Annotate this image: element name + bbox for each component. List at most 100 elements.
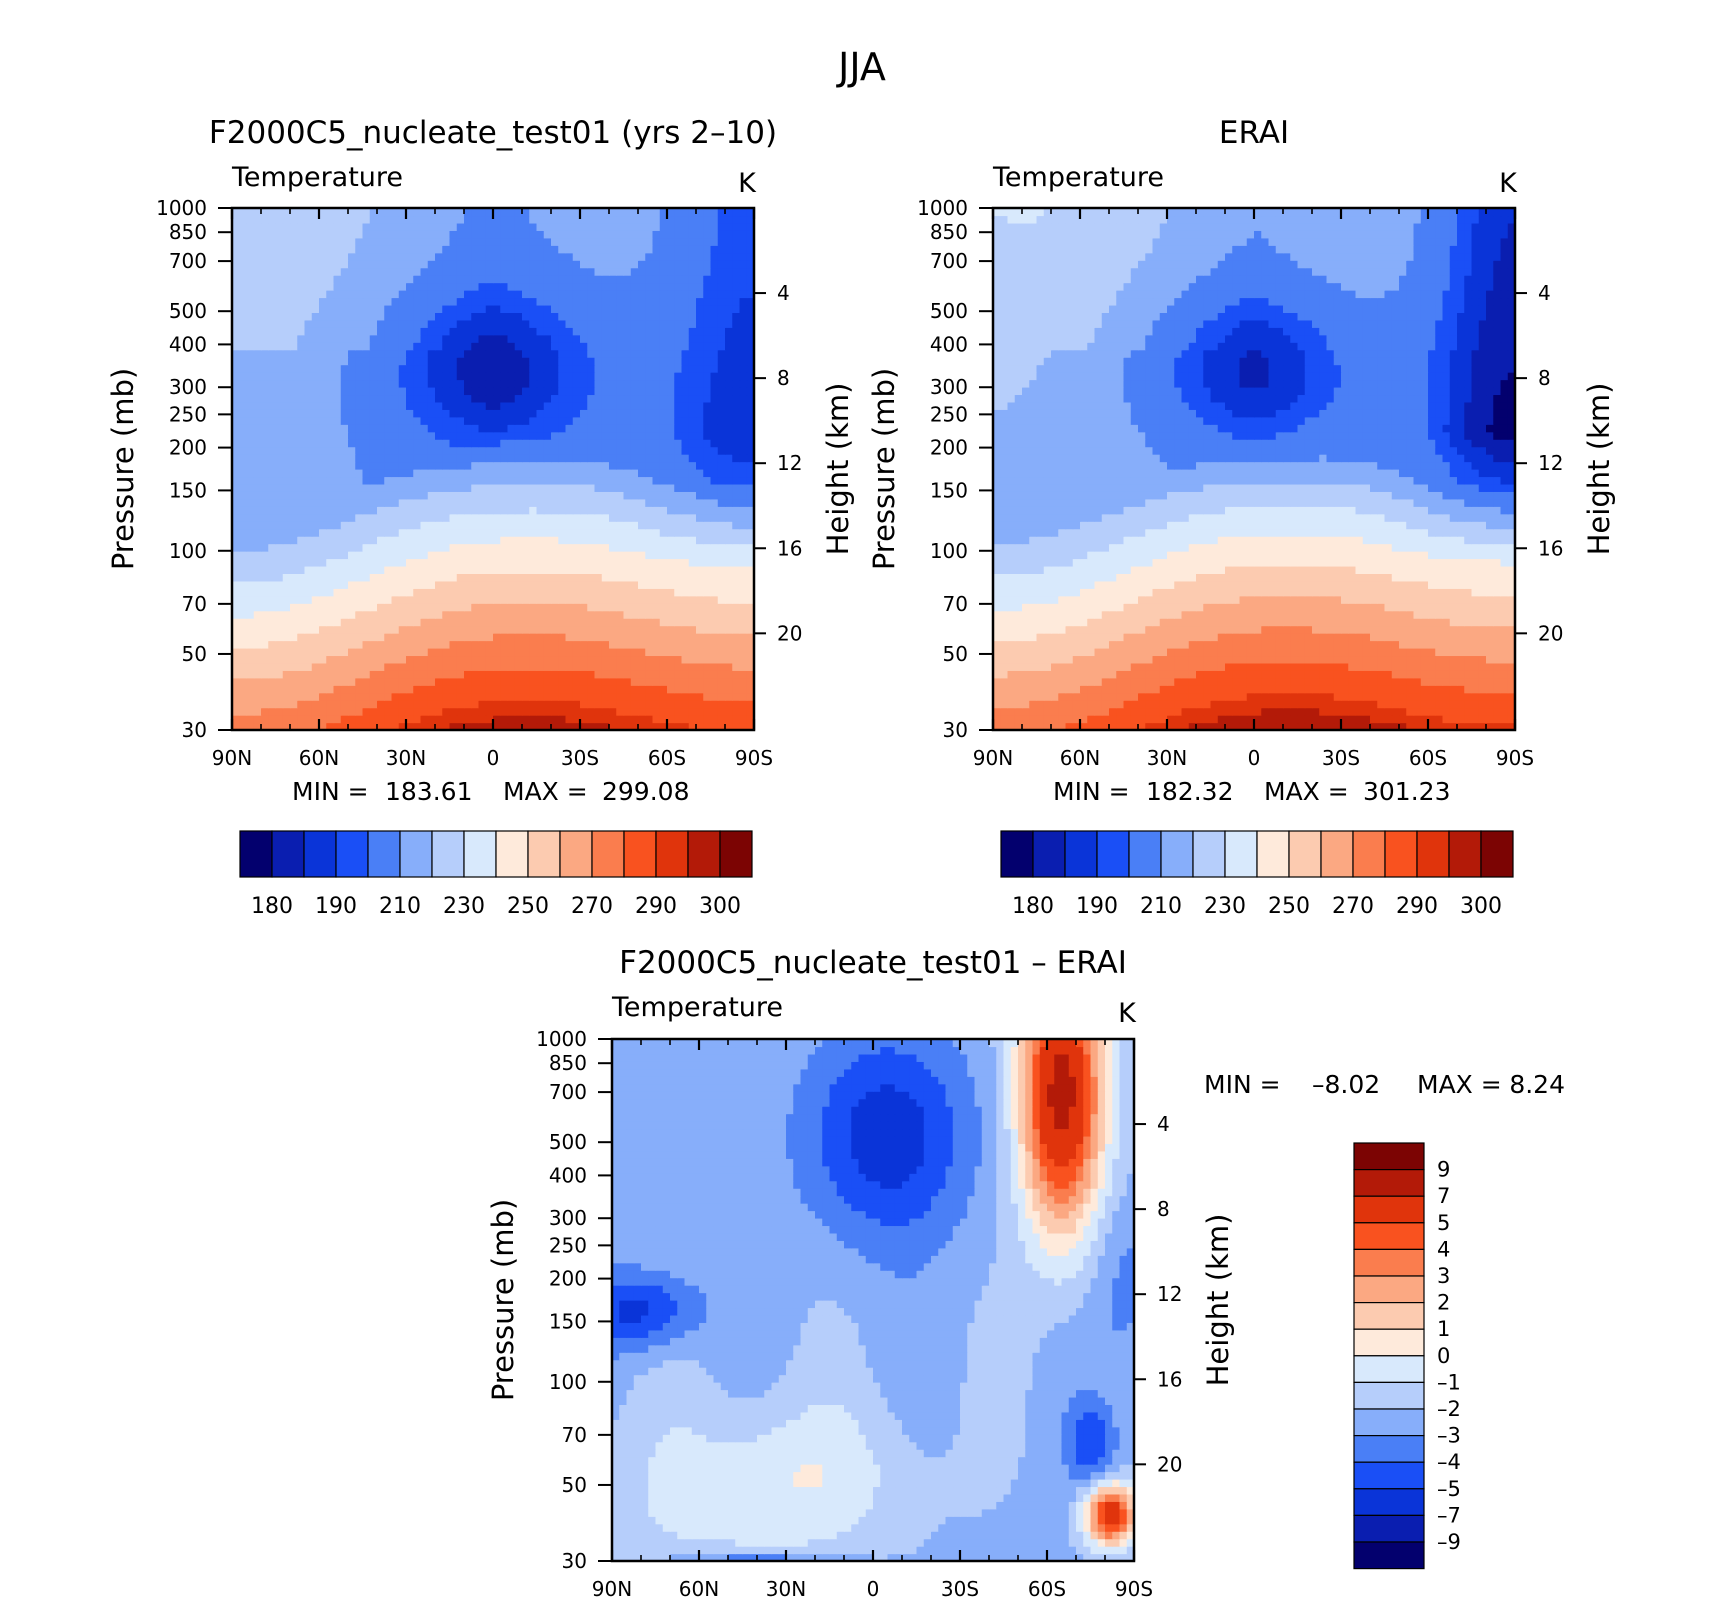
contour-cell — [275, 342, 284, 351]
contour-cell — [623, 230, 632, 239]
contour-cell — [239, 230, 248, 239]
contour-cell — [703, 551, 712, 560]
contour-cell — [580, 379, 588, 388]
contour-cell — [565, 215, 574, 224]
panel-title: F2000C5_nucleate_test01 (yrs 2–10) — [209, 115, 777, 151]
contour-cell — [717, 722, 726, 730]
contour-cell — [616, 513, 625, 522]
contour-cell — [732, 469, 741, 478]
contour-cell — [355, 260, 364, 269]
contour-cell — [514, 416, 523, 425]
contour-cell — [551, 603, 559, 612]
contour-cell — [449, 327, 458, 336]
contour-cell — [261, 208, 269, 217]
contour-cell — [326, 521, 335, 530]
contour-cell — [311, 640, 320, 649]
contour-cell — [659, 237, 668, 246]
contour-cell — [565, 685, 574, 694]
contour-cell — [514, 319, 523, 328]
contour-cell — [688, 267, 697, 276]
contour-cell — [500, 633, 509, 642]
contour-cell — [623, 379, 632, 388]
contour-cell — [282, 230, 291, 239]
contour-cell — [464, 513, 472, 522]
contour-cell — [290, 551, 298, 560]
contour-cell — [572, 625, 581, 634]
contour-cell — [616, 677, 625, 686]
contour-cell — [630, 379, 639, 388]
contour-cell — [239, 633, 248, 642]
contour-cell — [507, 267, 516, 276]
contour-cell — [572, 364, 581, 373]
contour-cell — [348, 498, 356, 507]
contour-cell — [326, 394, 335, 403]
contour-cell — [355, 506, 364, 515]
contour-cell — [696, 297, 704, 306]
contour-cell — [464, 640, 472, 649]
contour-cell — [355, 394, 364, 403]
contour-cell — [514, 394, 523, 403]
contour-cell — [326, 260, 335, 269]
contour-cell — [739, 424, 748, 433]
contour-cell — [333, 290, 342, 299]
contour-cell — [326, 610, 335, 619]
contour-cell — [464, 379, 472, 388]
contour-cell — [732, 573, 741, 582]
contour-cell — [326, 319, 335, 328]
contour-cell — [739, 565, 748, 574]
contour-cell — [246, 700, 255, 709]
contour-cell — [427, 461, 436, 470]
contour-cell — [609, 618, 617, 627]
contour-cell — [427, 230, 436, 239]
contour-cell — [536, 506, 545, 515]
contour-cell — [659, 662, 668, 671]
contour-cell — [739, 386, 748, 396]
contour-cell — [362, 215, 371, 224]
contour-cell — [442, 610, 451, 619]
contour-cell — [427, 372, 436, 381]
contour-cell — [514, 304, 523, 313]
contour-cell — [688, 252, 697, 261]
contour-cell — [413, 222, 422, 231]
contour-cell — [652, 625, 661, 634]
contour-cell — [739, 536, 748, 545]
contour-cell — [420, 424, 429, 433]
contour-cell — [529, 558, 538, 567]
contour-cell — [601, 521, 610, 530]
contour-cell — [449, 252, 458, 261]
contour-cell — [362, 401, 371, 410]
contour-cell — [688, 394, 697, 403]
contour-cell — [464, 521, 472, 530]
contour-cell — [645, 416, 654, 425]
contour-cell — [398, 483, 407, 492]
contour-cell — [630, 506, 639, 515]
contour-cell — [652, 633, 661, 642]
contour-cell — [529, 610, 538, 619]
contour-cell — [268, 633, 277, 642]
contour-cell — [688, 237, 697, 246]
contour-cell — [319, 304, 327, 313]
contour-cell — [348, 573, 356, 582]
contour-cell — [253, 469, 262, 478]
contour-cell — [246, 461, 255, 470]
contour-cell — [261, 372, 269, 381]
contour-cell — [261, 237, 269, 246]
contour-cell — [282, 521, 291, 530]
contour-cell — [311, 685, 320, 694]
contour-cell — [616, 304, 625, 313]
contour-cell — [587, 349, 596, 358]
contour-cell — [326, 603, 335, 612]
contour-cell — [384, 603, 393, 612]
contour-cell — [340, 319, 349, 328]
contour-cell — [587, 543, 596, 552]
contour-cell — [485, 379, 494, 388]
contour-cell — [645, 454, 654, 463]
contour-cell — [522, 409, 530, 418]
contour-cell — [413, 446, 422, 455]
contour-cell — [471, 565, 480, 574]
contour-cell — [253, 327, 262, 336]
contour-cell — [601, 409, 610, 418]
contour-cell — [261, 580, 269, 589]
contour-cell — [253, 461, 262, 470]
contour-cell — [406, 528, 414, 537]
